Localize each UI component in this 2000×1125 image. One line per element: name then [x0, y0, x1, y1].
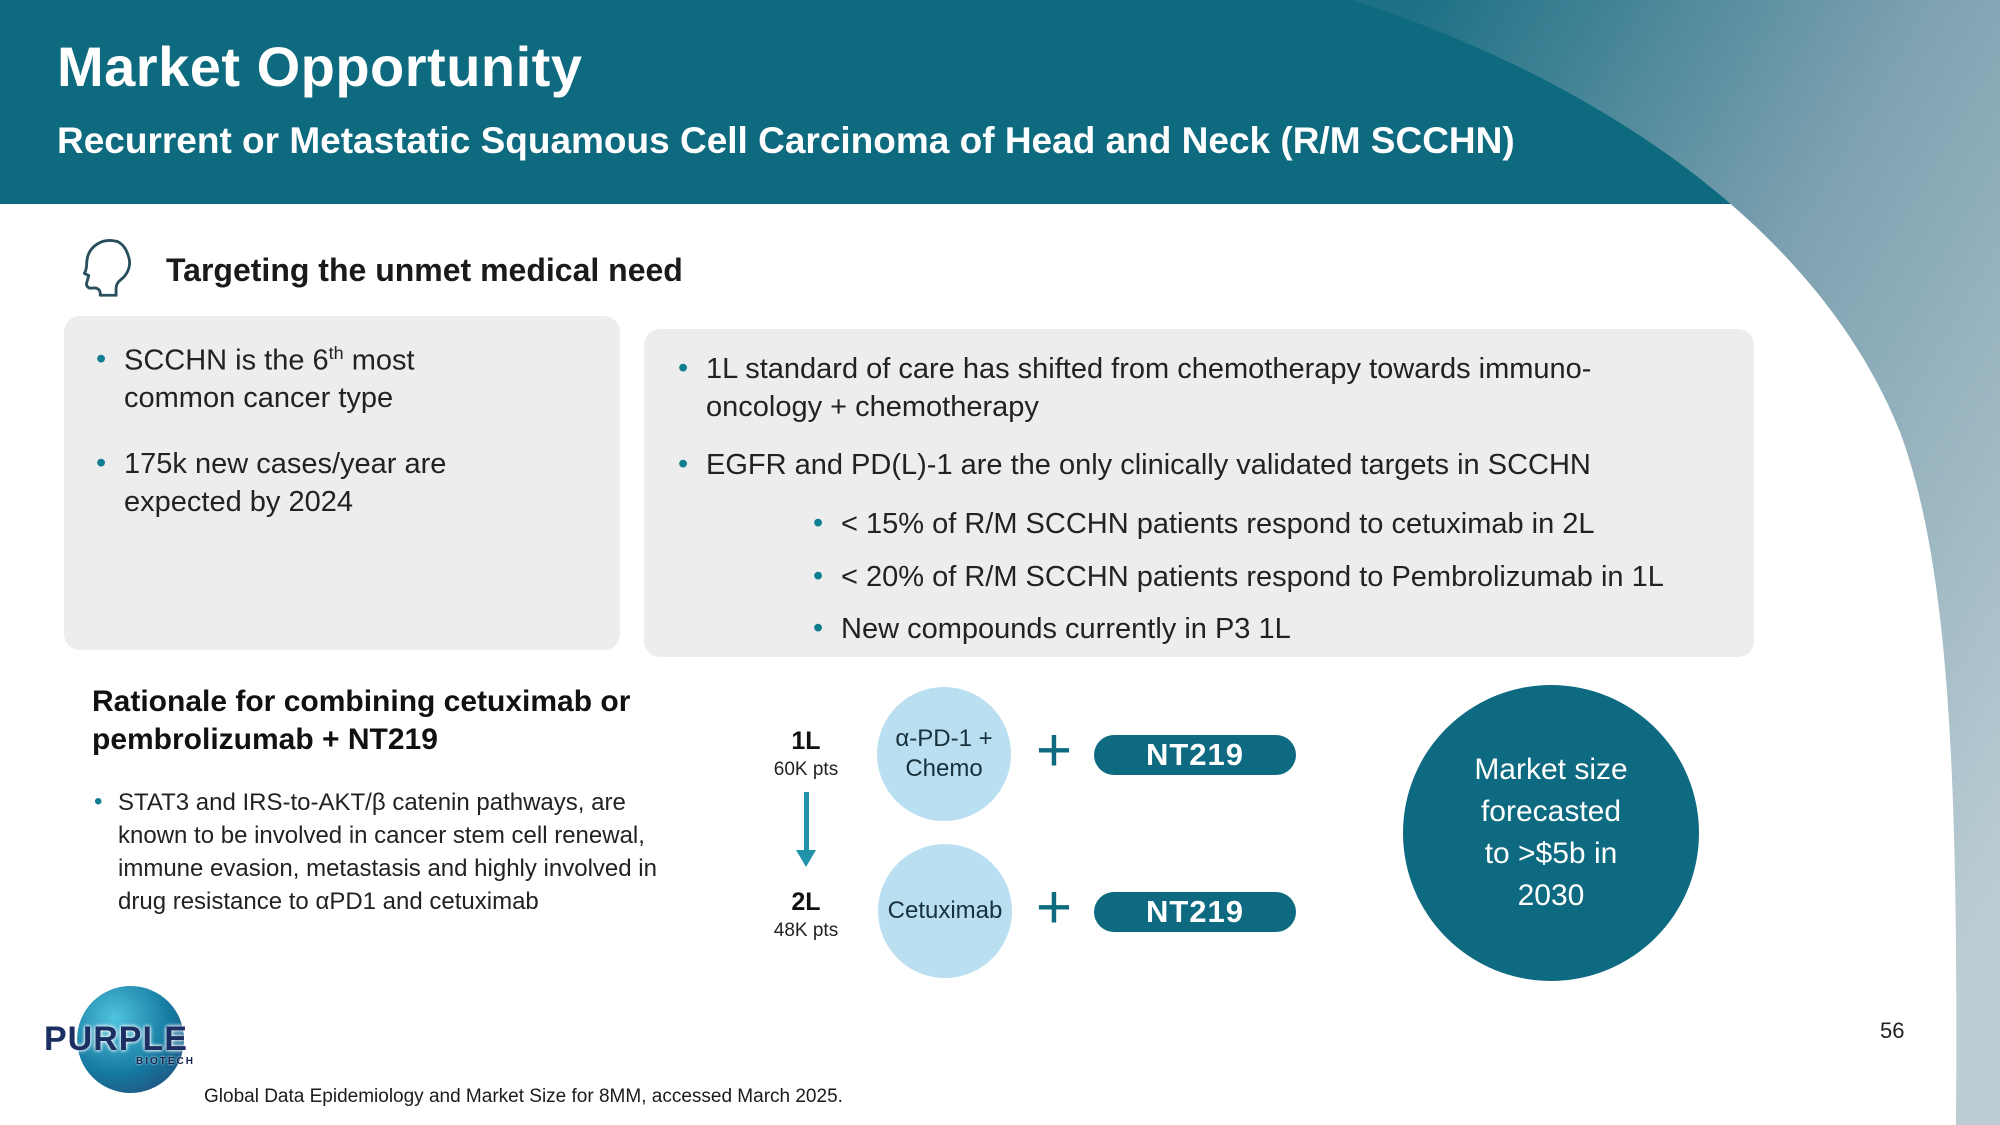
therapy-circle-pd1-chemo: α-PD-1 + Chemo	[877, 687, 1011, 821]
logo-sphere-icon	[77, 986, 184, 1093]
market-size-line-4: 2030	[1517, 879, 1585, 912]
logo-wordmark: PURPLE	[44, 1020, 188, 1058]
line-2l-label: 2L 48K pts	[751, 888, 861, 942]
line-1l-label: 1L 60K pts	[751, 727, 861, 781]
section-heading: Targeting the unmet medical need	[166, 252, 683, 288]
rationale-heading: Rationale for combining cetuximab or pem…	[92, 685, 631, 757]
down-arrow-icon	[796, 792, 816, 874]
rationale-bullet: STAT3 and IRS-to-AKT/β catenin pathways,…	[92, 785, 662, 918]
market-size-line-2: forecasted	[1480, 795, 1622, 828]
market-size-line-3: to >$5b in	[1484, 837, 1618, 870]
plus-icon: +	[1035, 873, 1073, 942]
facts-bullet-1-superscript: th	[328, 343, 344, 363]
therapy-circle-cetuximab: Cetuximab	[878, 844, 1012, 978]
plus-icon: +	[1035, 716, 1073, 785]
care-bullet-2: EGFR and PD(L)-1 are the only clinically…	[674, 446, 1674, 485]
line-2l-patients: 48K pts	[773, 920, 839, 941]
facts-box: SCCHN is the 6th most common cancer type…	[64, 316, 620, 650]
down-arrow-shaft	[803, 792, 809, 852]
header-band	[0, 0, 2000, 204]
care-sub-bullet-2: < 20% of R/M SCCHN patients respond to P…	[809, 558, 1689, 597]
line-1l-patients: 60K pts	[773, 759, 839, 780]
therapy-circle-pd1-chemo-label: α-PD-1 + Chemo	[895, 725, 993, 782]
down-arrow-head	[796, 850, 816, 867]
nt219-pill-1: NT219	[1094, 735, 1296, 775]
care-sub-bullet-1: < 15% of R/M SCCHN patients respond to c…	[809, 505, 1689, 544]
care-bullet-1: 1L standard of care has shifted from che…	[674, 350, 1674, 426]
thinking-head-icon	[82, 239, 131, 297]
line-2l-title: 2L	[791, 888, 821, 916]
market-size-circle: Market size forecasted to >$5b in 2030	[1403, 685, 1699, 981]
logo-sub-wordmark: BIOTECH	[136, 1056, 195, 1067]
facts-bullet-2: 175k new cases/year are expected by 2024	[92, 445, 484, 521]
care-sub-bullet-3: New compounds currently in P3 1L	[809, 610, 1689, 649]
line-1l-title: 1L	[791, 727, 821, 755]
facts-bullet-1-text: SCCHN is the 6	[124, 344, 329, 377]
therapy-circle-cetuximab-label: Cetuximab	[887, 897, 1003, 924]
facts-bullet-1: SCCHN is the 6th most common cancer type	[92, 341, 484, 418]
care-box: 1L standard of care has shifted from che…	[644, 329, 1754, 657]
market-size-line-1: Market size	[1474, 753, 1628, 786]
page-subtitle: Recurrent or Metastatic Squamous Cell Ca…	[57, 120, 1515, 161]
nt219-pill-2: NT219	[1094, 892, 1296, 932]
page-title: Market Opportunity	[57, 35, 583, 98]
source-footnote: Global Data Epidemiology and Market Size…	[204, 1086, 843, 1107]
facts-bullet-1-text-tail: most common cancer type	[124, 344, 415, 415]
purple-biotech-logo: PURPLE BIOTECH	[44, 984, 224, 1114]
page-number: 56	[1880, 1018, 1905, 1043]
